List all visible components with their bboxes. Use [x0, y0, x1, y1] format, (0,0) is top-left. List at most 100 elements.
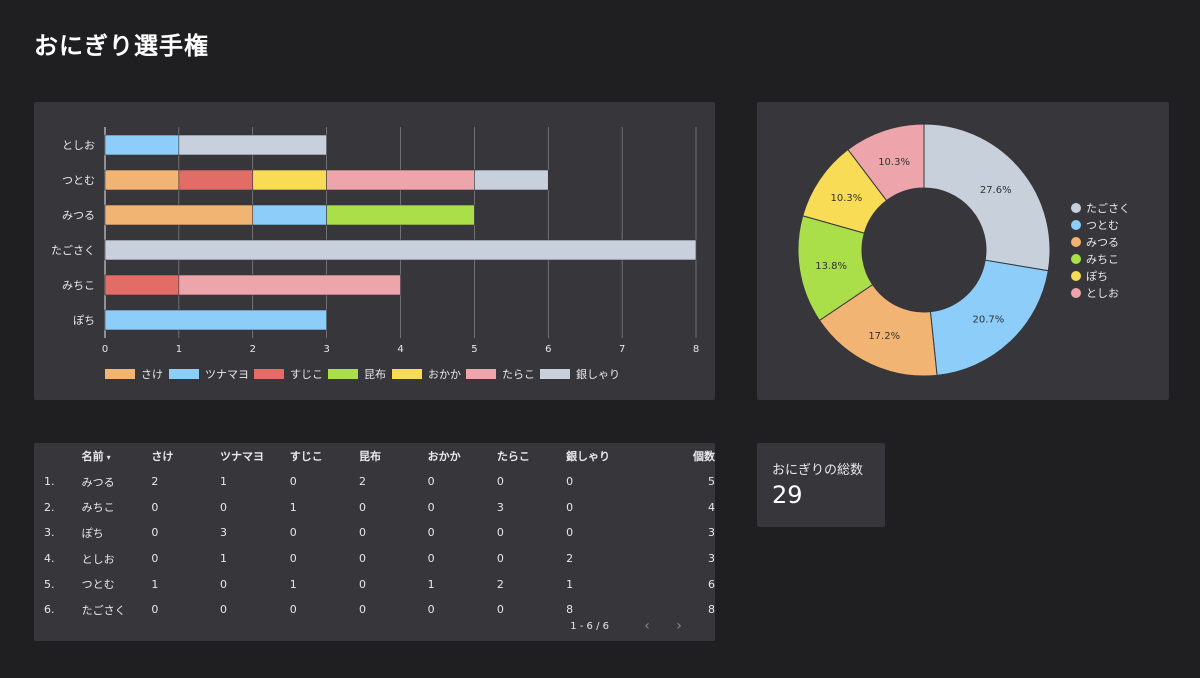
bar-segment[interactable] — [104, 239, 697, 261]
table-row[interactable]: 2. みちこ 0 0 1 0 0 3 0 4 — [34, 495, 715, 521]
legend-dot[interactable] — [1071, 203, 1081, 213]
table-cell: 0 — [220, 500, 228, 514]
table-cell: 1 — [220, 475, 228, 489]
legend-swatch[interactable] — [466, 369, 496, 379]
data-table: 名前 ▾ さけ ツナマヨ すじこ 昆布 おかか たらこ 銀しゃり 個数 1. みつる… — [34, 443, 715, 623]
y-category-label: みつる — [62, 209, 95, 222]
legend-swatch[interactable] — [105, 369, 135, 379]
table-row[interactable]: 5. つとむ 1 0 1 0 1 2 1 6 — [34, 571, 715, 597]
header-kombu[interactable]: 昆布 — [358, 450, 381, 463]
table-row[interactable]: 6. たごさく 0 0 0 0 0 0 8 8 — [34, 597, 715, 623]
table-cell: 0 — [566, 500, 574, 514]
bar-segment[interactable] — [474, 169, 549, 191]
table-cell: 2 — [566, 552, 574, 566]
bar-segment[interactable] — [104, 309, 327, 331]
bar-segment[interactable] — [104, 204, 254, 226]
bar-segment[interactable] — [178, 134, 327, 156]
legend-dot[interactable] — [1071, 237, 1081, 247]
legend-label[interactable]: たごさく — [1086, 201, 1130, 215]
donut-slice[interactable] — [929, 259, 1049, 376]
bar-segment[interactable] — [104, 274, 180, 296]
legend-swatch[interactable] — [254, 369, 284, 379]
legend-label[interactable]: みちこ — [1086, 253, 1119, 266]
table-cell: 0 — [220, 603, 228, 617]
header-ginshari[interactable]: 銀しゃり — [566, 450, 611, 463]
legend-label[interactable]: ツナマヨ — [205, 368, 249, 381]
table-cell: 0 — [358, 500, 366, 514]
header-tarako[interactable]: たらこ — [496, 450, 530, 463]
x-tick-label: 4 — [397, 344, 403, 355]
header-salmon[interactable]: さけ — [151, 450, 174, 463]
header-tuna-mayo[interactable]: ツナマヨ — [220, 450, 265, 463]
legend-label[interactable]: たらこ — [502, 368, 535, 381]
table-cell: 0 — [566, 526, 574, 540]
legend-label[interactable]: さけ — [141, 368, 163, 381]
bar-segment[interactable] — [104, 134, 180, 156]
legend-label[interactable]: 昆布 — [364, 368, 386, 381]
prev-page-icon[interactable]: ‹ — [644, 618, 650, 634]
donut-slice[interactable] — [847, 123, 925, 202]
legend-label[interactable]: としお — [1086, 287, 1119, 300]
slice-value-label: 20.7% — [973, 314, 1005, 325]
bar-segment[interactable] — [326, 204, 475, 226]
legend-label[interactable]: ぽち — [1086, 270, 1108, 283]
header-count[interactable]: 個数 — [693, 450, 715, 463]
row-index: 2. — [44, 500, 55, 514]
bar-segment[interactable] — [178, 274, 401, 296]
slice-value-label: 10.3% — [878, 157, 910, 168]
bar-segment[interactable] — [326, 169, 475, 191]
table-cell: 8 — [566, 603, 574, 617]
legend-label[interactable]: つとむ — [1086, 219, 1119, 232]
legend-label[interactable]: おかか — [428, 368, 461, 381]
header-sujiko[interactable]: すじこ — [289, 450, 323, 463]
pagination-range: 1 - 6 / 6 — [570, 620, 609, 632]
table-cell: 0 — [289, 526, 297, 540]
next-page-icon[interactable]: › — [676, 618, 682, 634]
row-name: みちこ — [81, 501, 115, 515]
pagination: 1 - 6 / 6 ‹ › — [570, 618, 695, 634]
row-index: 1. — [44, 475, 55, 489]
legend-dot[interactable] — [1071, 271, 1081, 281]
bar-segment[interactable] — [252, 169, 327, 191]
page-title: おにぎり選手権 — [34, 32, 209, 60]
x-tick-label: 7 — [619, 344, 625, 355]
row-index: 3. — [44, 526, 55, 540]
row-name: つとむ — [81, 578, 115, 592]
bar-segment[interactable] — [252, 204, 327, 226]
legend-dot[interactable] — [1071, 254, 1081, 264]
table-cell: 8 — [708, 603, 715, 617]
table-row[interactable]: 4. としお 0 1 0 0 0 0 2 3 — [34, 546, 715, 572]
bar-segment[interactable] — [104, 169, 180, 191]
header-name[interactable]: 名前 ▾ — [82, 443, 152, 469]
bar-segment[interactable] — [178, 169, 254, 191]
x-tick-label: 6 — [545, 344, 551, 355]
legend-label[interactable]: すじこ — [290, 368, 323, 381]
table-cell: 0 — [151, 526, 159, 540]
table-cell: 1 — [289, 577, 297, 591]
sort-desc-icon[interactable]: ▾ — [106, 453, 111, 462]
legend-swatch[interactable] — [169, 369, 199, 379]
table-cell: 0 — [566, 475, 574, 489]
legend-swatch[interactable] — [540, 369, 570, 379]
header-okaka[interactable]: おかか — [427, 450, 461, 463]
slice-value-label: 13.8% — [815, 261, 847, 272]
stacked-bar-chart-card: 0 1 2 3 4 5 6 7 8 としお つとむ みつる たごさく みちこ ぽち さけ ツナマヨ すじこ 昆布 おか… — [34, 102, 715, 400]
donut-slice[interactable] — [923, 123, 1051, 272]
legend-dot[interactable] — [1071, 288, 1081, 298]
x-tick-label: 0 — [102, 344, 108, 355]
table-cell: 1 — [220, 552, 228, 566]
y-category-label: としお — [62, 139, 95, 152]
legend-dot[interactable] — [1071, 220, 1081, 230]
legend-label[interactable]: 銀しゃり — [576, 367, 620, 381]
slice-value-label: 17.2% — [868, 331, 900, 342]
legend-swatch[interactable] — [328, 369, 358, 379]
slice-value-label: 10.3% — [830, 193, 862, 204]
table-cell: 4 — [708, 500, 715, 514]
table-cell: 0 — [358, 526, 366, 540]
x-tick-label: 1 — [176, 344, 182, 355]
legend-swatch[interactable] — [392, 369, 422, 379]
legend-label[interactable]: みつる — [1086, 236, 1119, 249]
row-index: 6. — [44, 603, 55, 617]
table-row[interactable]: 1. みつる 2 1 0 2 0 0 0 5 — [34, 469, 715, 495]
table-row[interactable]: 3. ぽち 0 3 0 0 0 0 0 3 — [34, 520, 715, 546]
